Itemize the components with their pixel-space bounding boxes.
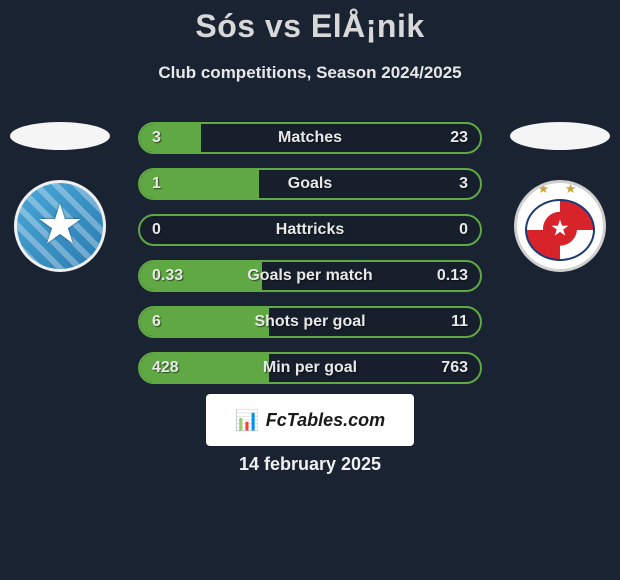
crest-stars-icon: ★ ★ (517, 181, 603, 197)
stat-right-value: 11 (451, 313, 468, 331)
stat-right-value: 3 (459, 175, 468, 193)
stat-right-value: 0.13 (437, 267, 468, 285)
team-right-column: ★ ★ ★ (510, 110, 610, 290)
team-left-column: ★ (10, 110, 110, 290)
stat-label: Goals (288, 175, 332, 193)
player-silhouette-left (10, 122, 110, 150)
date-label: 14 february 2025 (0, 454, 620, 475)
team-left-crest: ★ (14, 180, 106, 272)
team-right-crest: ★ ★ ★ (514, 180, 606, 272)
subtitle: Club competitions, Season 2024/2025 (0, 63, 620, 83)
source-link[interactable]: 📊 FcTables.com (206, 394, 414, 446)
stat-label: Hattricks (276, 221, 344, 239)
stat-fill (140, 124, 201, 152)
stat-row: 0.33 Goals per match 0.13 (138, 260, 482, 292)
source-label: FcTables.com (266, 410, 385, 431)
stat-left-value: 428 (152, 359, 179, 377)
stat-row: 6 Shots per goal 11 (138, 306, 482, 338)
stat-left-value: 0.33 (152, 267, 183, 285)
stat-left-value: 6 (152, 313, 161, 331)
player-silhouette-right (510, 122, 610, 150)
stat-label: Goals per match (247, 267, 372, 285)
star-icon: ★ (36, 193, 84, 256)
stat-left-value: 0 (152, 221, 161, 239)
stat-left-value: 1 (152, 175, 161, 193)
stat-row: 0 Hattricks 0 (138, 214, 482, 246)
stats-panel: 3 Matches 23 1 Goals 3 0 Hattricks 0 0.33 Goals pe… (138, 122, 482, 398)
stat-left-value: 3 (152, 129, 161, 147)
stat-row: 1 Goals 3 (138, 168, 482, 200)
stat-row: 3 Matches 23 (138, 122, 482, 154)
stat-right-value: 763 (441, 359, 468, 377)
chart-icon: 📊 (235, 408, 260, 433)
stat-label: Matches (278, 129, 342, 147)
stat-label: Shots per goal (254, 313, 365, 331)
crest-inner-star-icon: ★ (543, 212, 577, 246)
stat-row: 428 Min per goal 763 (138, 352, 482, 384)
stat-right-value: 0 (459, 221, 468, 239)
page-title: Sós vs ElÅ¡nik (0, 0, 620, 45)
stat-label: Min per goal (263, 359, 357, 377)
stat-right-value: 23 (450, 129, 468, 147)
